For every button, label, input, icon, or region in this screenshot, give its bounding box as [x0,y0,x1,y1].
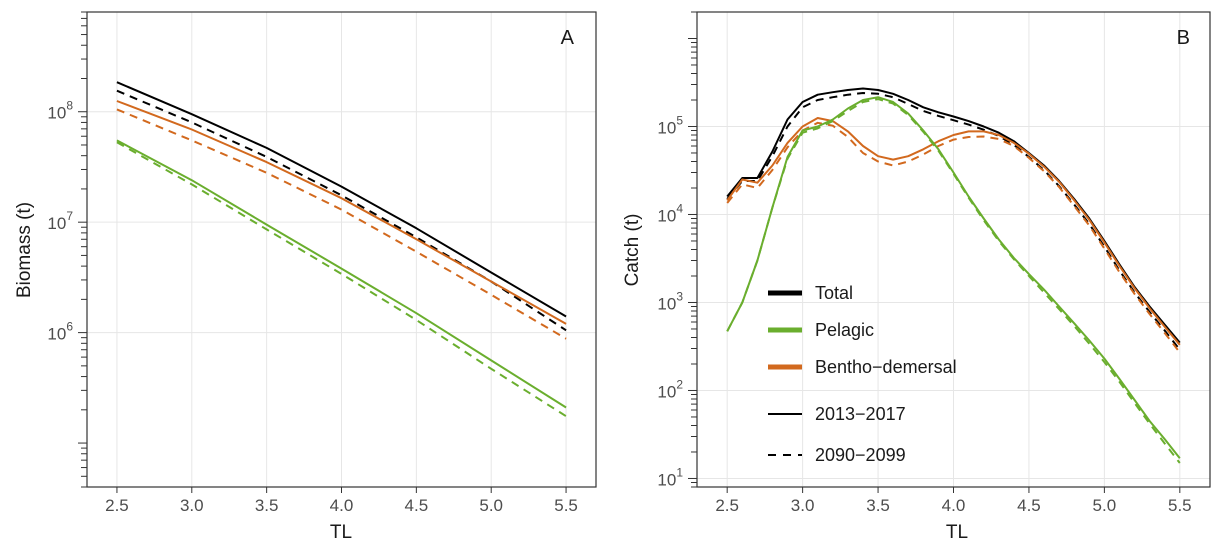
panel-b-x-tick-label: 3.0 [791,496,815,515]
legend-label-2090-2099: 2090−2099 [815,445,906,465]
panel-b-series-bentho-current [726,117,1181,346]
panel-b-x-tick-label: 4.0 [942,496,966,515]
panel-a-series-bentho-current [116,100,567,325]
panel-a-y-axis-title: Biomass (t) [14,202,35,298]
panel-b-x-tick-label: 2.5 [715,496,739,515]
panel-a-series-total-current [116,81,567,318]
panel-a-series-pelagic-future [116,141,567,418]
panel-b-y-tick-label: 101 [657,465,683,489]
panel-a-label: A [561,27,575,49]
panel-a-series-pelagic-current [116,139,567,409]
panel-a-y-tick-label: 107 [47,209,73,233]
legend-label-pelagic: Pelagic [815,320,874,340]
panel-a-x-tick-label: 4.0 [330,496,354,515]
panel-b-label: B [1177,27,1190,49]
panel-b-plot-area: 2.5 3.0 3.5 4.0 4.5 5.0 5.5 101 102 103 104 105 [657,11,1211,515]
legend-label-total: Total [815,283,853,303]
panel-b-x-tick-label: 4.5 [1017,496,1041,515]
panel-a-y-tick-label: 108 [47,99,73,123]
panel-b-x-tick-label: 5.5 [1168,496,1192,515]
panel-b-y-tick-label: 102 [657,377,683,401]
legend: Total Pelagic Bentho−demersal 2013−2017 … [768,283,957,465]
panel-a-x-tick-label: 5.0 [479,496,503,515]
panel-a-plot-area: 2.5 3.0 3.5 4.0 4.5 5.0 5.5 106 107 108 [47,11,597,515]
panel-b-y-tick-label: 104 [657,201,683,225]
panel-b-series-pelagic-future [726,98,1181,464]
panel-b-x-tick-label: 3.5 [866,496,890,515]
panel-b-chart: 2.5 3.0 3.5 4.0 4.5 5.0 5.5 101 102 103 104 105 Cat… [622,11,1211,543]
panel-b-y-tick-label: 105 [657,113,683,137]
panel-a-x-tick-label: 3.5 [255,496,279,515]
panel-a-x-tick-label: 3.0 [180,496,204,515]
panel-b-x-tick-label: 5.0 [1093,496,1117,515]
panel-a-chart: 2.5 3.0 3.5 4.0 4.5 5.0 5.5 106 107 108 Biomass (… [14,11,597,543]
panel-b-series-pelagic-current [726,96,1181,459]
legend-label-2013-2017: 2013−2017 [815,404,906,424]
panel-a-x-tick-label: 2.5 [105,496,129,515]
panel-a-x-tick-label: 5.5 [554,496,578,515]
panel-b-x-axis-title: TL [946,522,968,543]
panel-a-x-axis-title: TL [330,522,352,543]
panel-b-y-axis-title: Catch (t) [622,214,643,287]
panel-b-y-tick-label: 103 [657,289,683,313]
panel-a-y-tick-label: 106 [47,320,73,344]
panel-a-x-tick-label: 4.5 [405,496,429,515]
legend-label-bentho-demersal: Bentho−demersal [815,357,957,377]
panel-b-series-total-future [726,92,1181,351]
